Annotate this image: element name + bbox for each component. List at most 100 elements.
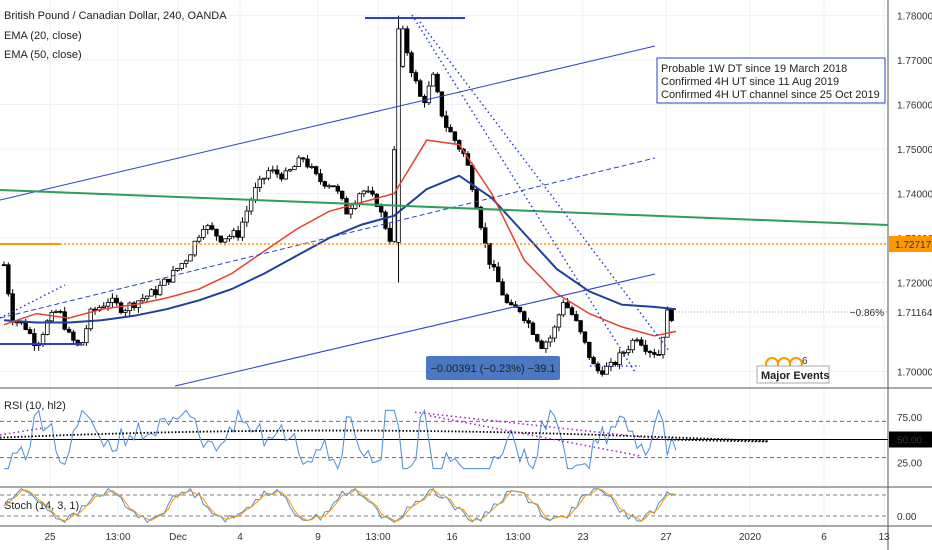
candle-body — [452, 131, 458, 141]
candle-body — [222, 238, 228, 243]
orange-level-tag — [889, 236, 932, 252]
candle-body — [144, 295, 150, 299]
ema20-legend: EMA (20, close) — [4, 30, 82, 42]
rsi-mid-value: 50.00 — [897, 436, 922, 447]
measure-box — [426, 356, 560, 380]
candle-body — [218, 235, 223, 243]
candle-body — [45, 320, 50, 335]
candle-body — [196, 236, 202, 242]
candle-body — [127, 302, 132, 312]
candle-body — [23, 322, 28, 330]
candle-body — [613, 362, 618, 365]
rsi-early-trendline — [0, 426, 46, 436]
time-axis: 25 13:00 Dec 4 9 13:00 16 13:00 23 27 2020 6 13 — [44, 532, 890, 543]
candle-body — [10, 293, 15, 323]
rsi-title: RSI (10, hl2) — [4, 400, 66, 412]
candle-body — [287, 169, 293, 172]
candle-body — [292, 166, 297, 170]
candle-body — [439, 91, 445, 117]
candle-body — [370, 190, 375, 195]
candle-body — [162, 278, 167, 286]
candle-body — [600, 370, 605, 375]
candle-body — [283, 170, 289, 180]
candle-body — [591, 357, 596, 365]
candle-body — [582, 331, 588, 343]
candle-body — [270, 169, 275, 172]
event-count: 6 — [802, 356, 808, 367]
candle-body — [565, 302, 570, 309]
candle-body — [448, 126, 453, 133]
candle-body — [123, 310, 128, 313]
candle-body — [235, 230, 241, 238]
candle-body — [157, 284, 163, 296]
time-tick-label: 23 — [577, 532, 589, 543]
rsi-average-line — [0, 429, 770, 443]
candle-body — [391, 149, 397, 242]
candle-body — [656, 354, 661, 356]
annotation-line-3: Confirmed 4H UT channel since 25 Oct 201… — [661, 89, 880, 101]
candle-body — [621, 352, 627, 354]
candle-body — [574, 314, 579, 322]
candle-body — [608, 362, 614, 367]
candle-body — [626, 349, 631, 353]
candle-body — [118, 302, 124, 313]
early-dotted-line — [0, 284, 66, 319]
channel-mid-line — [0, 157, 656, 319]
rsi-tick-label: 75.00 — [897, 413, 922, 424]
candle-body — [496, 266, 501, 283]
time-tick-label: 2020 — [739, 532, 762, 543]
rsi-trendline — [414, 411, 666, 441]
channel-lower-line — [174, 273, 656, 387]
candle-body — [175, 268, 180, 271]
candle-body — [105, 302, 111, 307]
candle-body — [279, 173, 284, 180]
candle-body — [257, 178, 262, 188]
candle-body — [365, 190, 371, 193]
price-tick-label: 1.70000 — [897, 367, 932, 378]
candle-body — [149, 289, 154, 297]
time-tick-label: 13:00 — [505, 532, 530, 543]
candle-body — [569, 307, 575, 315]
candle-body — [431, 73, 436, 87]
candle-body — [348, 208, 354, 215]
candle-body — [305, 158, 310, 168]
candle-body — [75, 339, 80, 346]
rsi-line — [4, 408, 677, 470]
time-tick-label: 6 — [821, 532, 827, 543]
candle-body — [1, 264, 7, 267]
rsi-tick-label: 25.00 — [897, 458, 922, 469]
candle-body — [309, 166, 315, 169]
candle-body — [32, 333, 37, 346]
candle-body — [552, 326, 557, 339]
candle-body — [322, 181, 328, 187]
candle-body — [274, 169, 280, 175]
measure-label: −0.00391 (−0.23%) −39.1 — [430, 363, 555, 375]
candle-body — [444, 115, 449, 128]
rsi-mid-tag — [889, 431, 932, 448]
price-axis: 1.780001.770001.760001.750001.740001.730… — [676, 12, 932, 378]
candle-body — [296, 157, 302, 167]
candle-body — [587, 341, 592, 358]
candle-body — [660, 336, 666, 356]
long-term-trendline — [0, 189, 889, 226]
change-percent: −0.86% — [850, 308, 884, 319]
candle-body — [240, 221, 245, 238]
candle-body — [474, 189, 479, 208]
candle-body — [374, 193, 380, 207]
candle-body — [539, 340, 544, 349]
orange-level-value: 1.72717 — [895, 240, 932, 251]
ema50-legend: EMA (50, close) — [4, 49, 82, 61]
candles — [1, 15, 674, 377]
candle-body — [231, 230, 236, 237]
current-price-value: 1.71164 — [897, 308, 932, 319]
candle-body — [543, 341, 549, 349]
candle-body — [522, 311, 527, 322]
time-tick-label: 27 — [660, 532, 672, 543]
time-tick-label: 9 — [315, 532, 321, 543]
candle-body — [248, 199, 254, 212]
candle-body — [6, 264, 11, 295]
candle-body — [504, 294, 510, 303]
candle-body — [418, 80, 423, 97]
